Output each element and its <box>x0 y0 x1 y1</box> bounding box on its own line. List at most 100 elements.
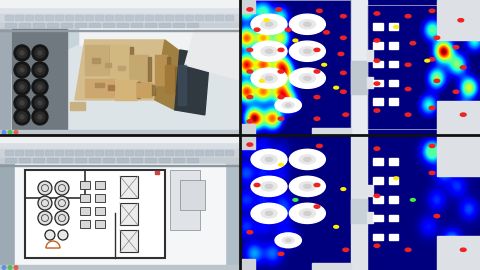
Circle shape <box>275 233 301 248</box>
Bar <box>80 220 90 228</box>
Bar <box>167 57 170 83</box>
Bar <box>80 181 90 189</box>
Bar <box>65 150 73 155</box>
Circle shape <box>17 82 27 92</box>
Bar <box>240 124 254 135</box>
Circle shape <box>32 95 48 111</box>
Bar <box>0 135 240 149</box>
Circle shape <box>282 237 294 244</box>
Bar <box>75 158 86 162</box>
Bar <box>373 215 383 221</box>
Circle shape <box>425 59 430 62</box>
Circle shape <box>278 96 284 99</box>
Bar <box>12 29 67 130</box>
Bar <box>145 150 153 155</box>
Bar <box>205 150 213 155</box>
Circle shape <box>265 157 273 161</box>
Circle shape <box>17 98 27 108</box>
Circle shape <box>265 76 273 80</box>
Bar <box>117 23 128 27</box>
Bar <box>0 130 240 135</box>
Bar <box>373 80 383 86</box>
Circle shape <box>259 80 264 82</box>
Circle shape <box>304 157 311 161</box>
Circle shape <box>394 26 398 28</box>
Circle shape <box>17 48 27 58</box>
Circle shape <box>247 143 252 146</box>
Circle shape <box>261 20 277 29</box>
Circle shape <box>251 68 287 88</box>
Bar <box>25 170 165 258</box>
Bar <box>350 198 367 223</box>
Circle shape <box>35 112 45 122</box>
Circle shape <box>14 109 30 125</box>
Circle shape <box>374 12 380 15</box>
Bar <box>155 150 163 155</box>
Circle shape <box>20 51 24 55</box>
Bar <box>15 150 23 155</box>
Circle shape <box>460 248 466 251</box>
Circle shape <box>265 184 273 188</box>
Polygon shape <box>175 50 210 115</box>
Circle shape <box>8 266 12 269</box>
Bar <box>120 176 138 198</box>
Circle shape <box>32 62 48 78</box>
Circle shape <box>338 52 344 56</box>
Bar <box>389 196 398 202</box>
Polygon shape <box>80 29 240 75</box>
Circle shape <box>35 65 45 75</box>
Circle shape <box>340 71 346 75</box>
Polygon shape <box>12 45 240 130</box>
Circle shape <box>458 19 464 22</box>
Bar <box>389 23 398 30</box>
Circle shape <box>300 20 315 29</box>
Bar <box>240 259 254 270</box>
Bar <box>85 79 115 97</box>
Bar <box>89 158 100 162</box>
Circle shape <box>275 98 301 113</box>
Circle shape <box>17 65 27 75</box>
Bar <box>0 0 240 14</box>
Circle shape <box>374 194 380 197</box>
Circle shape <box>286 239 291 242</box>
Bar <box>159 23 170 27</box>
Bar <box>45 150 53 155</box>
Circle shape <box>314 96 320 99</box>
Bar <box>135 15 143 20</box>
Bar <box>25 15 33 20</box>
Bar <box>95 207 105 215</box>
Bar <box>85 45 110 75</box>
Circle shape <box>38 68 42 72</box>
Bar <box>89 23 100 27</box>
Bar <box>312 128 350 135</box>
Bar <box>108 85 114 90</box>
Circle shape <box>38 211 52 225</box>
Bar <box>15 15 23 20</box>
Circle shape <box>304 76 311 80</box>
Bar <box>19 158 30 162</box>
Circle shape <box>247 70 252 73</box>
Bar <box>115 15 123 20</box>
Bar <box>95 83 104 87</box>
Circle shape <box>35 48 45 58</box>
Bar <box>170 170 200 230</box>
Bar <box>145 15 153 20</box>
Circle shape <box>247 120 252 123</box>
Circle shape <box>58 230 68 240</box>
Circle shape <box>261 209 277 218</box>
Circle shape <box>374 82 380 85</box>
Circle shape <box>289 176 325 197</box>
Bar <box>187 158 198 162</box>
Bar <box>225 150 233 155</box>
Circle shape <box>278 70 284 73</box>
Circle shape <box>289 14 325 34</box>
Bar <box>389 215 398 221</box>
Bar <box>137 82 140 98</box>
Circle shape <box>340 36 346 39</box>
Bar <box>80 207 90 215</box>
Bar <box>47 158 58 162</box>
Bar <box>15 164 225 265</box>
Circle shape <box>405 15 411 18</box>
Circle shape <box>293 39 298 42</box>
Bar <box>437 0 480 40</box>
